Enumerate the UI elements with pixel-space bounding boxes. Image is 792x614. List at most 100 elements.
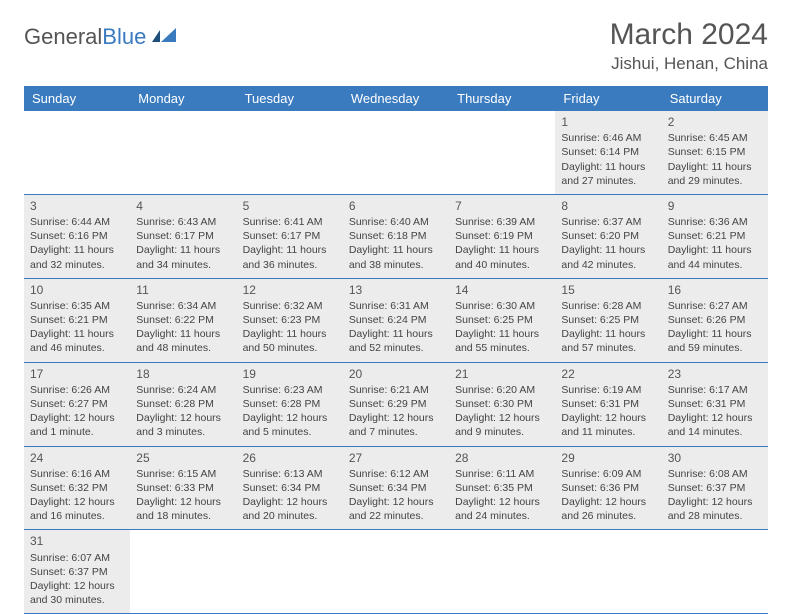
daylight-text: Daylight: 12 hours and 5 minutes.: [243, 411, 337, 439]
calendar-day-cell: [24, 111, 130, 194]
day-number: 2: [668, 114, 762, 130]
sunset-text: Sunset: 6:37 PM: [668, 481, 762, 495]
calendar-day-cell: 2Sunrise: 6:45 AMSunset: 6:15 PMDaylight…: [662, 111, 768, 194]
day-number: 5: [243, 198, 337, 214]
sunset-text: Sunset: 6:14 PM: [561, 145, 655, 159]
sunset-text: Sunset: 6:21 PM: [668, 229, 762, 243]
daylight-text: Daylight: 11 hours and 34 minutes.: [136, 243, 230, 271]
day-number: 18: [136, 366, 230, 382]
calendar-day-cell: 30Sunrise: 6:08 AMSunset: 6:37 PMDayligh…: [662, 446, 768, 530]
daylight-text: Daylight: 11 hours and 46 minutes.: [30, 327, 124, 355]
sunrise-text: Sunrise: 6:31 AM: [349, 299, 443, 313]
calendar-day-cell: 12Sunrise: 6:32 AMSunset: 6:23 PMDayligh…: [237, 278, 343, 362]
day-number: 25: [136, 450, 230, 466]
day-header: Sunday: [24, 86, 130, 111]
day-number: 3: [30, 198, 124, 214]
sunset-text: Sunset: 6:16 PM: [30, 229, 124, 243]
sunrise-text: Sunrise: 6:45 AM: [668, 131, 762, 145]
sunset-text: Sunset: 6:30 PM: [455, 397, 549, 411]
calendar-day-cell: [555, 530, 661, 614]
calendar-day-cell: [343, 111, 449, 194]
calendar-day-cell: 21Sunrise: 6:20 AMSunset: 6:30 PMDayligh…: [449, 362, 555, 446]
sunset-text: Sunset: 6:28 PM: [136, 397, 230, 411]
sunset-text: Sunset: 6:20 PM: [561, 229, 655, 243]
sunrise-text: Sunrise: 6:34 AM: [136, 299, 230, 313]
daylight-text: Daylight: 12 hours and 24 minutes.: [455, 495, 549, 523]
daylight-text: Daylight: 11 hours and 44 minutes.: [668, 243, 762, 271]
daylight-text: Daylight: 12 hours and 14 minutes.: [668, 411, 762, 439]
sunrise-text: Sunrise: 6:08 AM: [668, 467, 762, 481]
daylight-text: Daylight: 11 hours and 36 minutes.: [243, 243, 337, 271]
sunrise-text: Sunrise: 6:36 AM: [668, 215, 762, 229]
location: Jishui, Henan, China: [610, 54, 768, 74]
day-number: 11: [136, 282, 230, 298]
calendar-day-cell: 31Sunrise: 6:07 AMSunset: 6:37 PMDayligh…: [24, 530, 130, 614]
calendar-day-cell: [237, 111, 343, 194]
day-number: 13: [349, 282, 443, 298]
sunrise-text: Sunrise: 6:28 AM: [561, 299, 655, 313]
day-header: Wednesday: [343, 86, 449, 111]
day-header: Thursday: [449, 86, 555, 111]
calendar-day-cell: 20Sunrise: 6:21 AMSunset: 6:29 PMDayligh…: [343, 362, 449, 446]
sunset-text: Sunset: 6:34 PM: [349, 481, 443, 495]
title-block: March 2024 Jishui, Henan, China: [610, 18, 768, 74]
daylight-text: Daylight: 12 hours and 22 minutes.: [349, 495, 443, 523]
calendar-day-cell: 28Sunrise: 6:11 AMSunset: 6:35 PMDayligh…: [449, 446, 555, 530]
calendar-week-row: 1Sunrise: 6:46 AMSunset: 6:14 PMDaylight…: [24, 111, 768, 194]
day-header-row: Sunday Monday Tuesday Wednesday Thursday…: [24, 86, 768, 111]
sunset-text: Sunset: 6:21 PM: [30, 313, 124, 327]
day-header: Saturday: [662, 86, 768, 111]
sunset-text: Sunset: 6:28 PM: [243, 397, 337, 411]
sunrise-text: Sunrise: 6:13 AM: [243, 467, 337, 481]
daylight-text: Daylight: 11 hours and 48 minutes.: [136, 327, 230, 355]
logo-text-a: General: [24, 24, 102, 50]
daylight-text: Daylight: 12 hours and 18 minutes.: [136, 495, 230, 523]
calendar-day-cell: 23Sunrise: 6:17 AMSunset: 6:31 PMDayligh…: [662, 362, 768, 446]
daylight-text: Daylight: 12 hours and 11 minutes.: [561, 411, 655, 439]
calendar-day-cell: 17Sunrise: 6:26 AMSunset: 6:27 PMDayligh…: [24, 362, 130, 446]
daylight-text: Daylight: 11 hours and 50 minutes.: [243, 327, 337, 355]
sunset-text: Sunset: 6:26 PM: [668, 313, 762, 327]
calendar-day-cell: 14Sunrise: 6:30 AMSunset: 6:25 PMDayligh…: [449, 278, 555, 362]
calendar-week-row: 10Sunrise: 6:35 AMSunset: 6:21 PMDayligh…: [24, 278, 768, 362]
calendar-day-cell: 24Sunrise: 6:16 AMSunset: 6:32 PMDayligh…: [24, 446, 130, 530]
day-number: 21: [455, 366, 549, 382]
daylight-text: Daylight: 12 hours and 30 minutes.: [30, 579, 124, 607]
sunset-text: Sunset: 6:15 PM: [668, 145, 762, 159]
daylight-text: Daylight: 11 hours and 27 minutes.: [561, 160, 655, 188]
sunset-text: Sunset: 6:31 PM: [668, 397, 762, 411]
sunset-text: Sunset: 6:22 PM: [136, 313, 230, 327]
calendar-day-cell: 1Sunrise: 6:46 AMSunset: 6:14 PMDaylight…: [555, 111, 661, 194]
daylight-text: Daylight: 12 hours and 7 minutes.: [349, 411, 443, 439]
day-header: Tuesday: [237, 86, 343, 111]
calendar-table: Sunday Monday Tuesday Wednesday Thursday…: [24, 86, 768, 614]
calendar-day-cell: [449, 530, 555, 614]
daylight-text: Daylight: 12 hours and 26 minutes.: [561, 495, 655, 523]
day-number: 8: [561, 198, 655, 214]
calendar-day-cell: [343, 530, 449, 614]
daylight-text: Daylight: 11 hours and 32 minutes.: [30, 243, 124, 271]
calendar-day-cell: 3Sunrise: 6:44 AMSunset: 6:16 PMDaylight…: [24, 194, 130, 278]
daylight-text: Daylight: 11 hours and 52 minutes.: [349, 327, 443, 355]
day-number: 9: [668, 198, 762, 214]
daylight-text: Daylight: 12 hours and 1 minute.: [30, 411, 124, 439]
calendar-day-cell: 10Sunrise: 6:35 AMSunset: 6:21 PMDayligh…: [24, 278, 130, 362]
calendar-day-cell: 25Sunrise: 6:15 AMSunset: 6:33 PMDayligh…: [130, 446, 236, 530]
daylight-text: Daylight: 12 hours and 9 minutes.: [455, 411, 549, 439]
daylight-text: Daylight: 12 hours and 28 minutes.: [668, 495, 762, 523]
sunset-text: Sunset: 6:25 PM: [561, 313, 655, 327]
sunrise-text: Sunrise: 6:09 AM: [561, 467, 655, 481]
day-number: 15: [561, 282, 655, 298]
calendar-day-cell: 6Sunrise: 6:40 AMSunset: 6:18 PMDaylight…: [343, 194, 449, 278]
day-number: 1: [561, 114, 655, 130]
sunrise-text: Sunrise: 6:30 AM: [455, 299, 549, 313]
calendar-week-row: 24Sunrise: 6:16 AMSunset: 6:32 PMDayligh…: [24, 446, 768, 530]
sunrise-text: Sunrise: 6:26 AM: [30, 383, 124, 397]
calendar-day-cell: 19Sunrise: 6:23 AMSunset: 6:28 PMDayligh…: [237, 362, 343, 446]
day-number: 17: [30, 366, 124, 382]
day-number: 29: [561, 450, 655, 466]
day-number: 30: [668, 450, 762, 466]
day-header: Monday: [130, 86, 236, 111]
calendar-day-cell: 8Sunrise: 6:37 AMSunset: 6:20 PMDaylight…: [555, 194, 661, 278]
sunrise-text: Sunrise: 6:32 AM: [243, 299, 337, 313]
